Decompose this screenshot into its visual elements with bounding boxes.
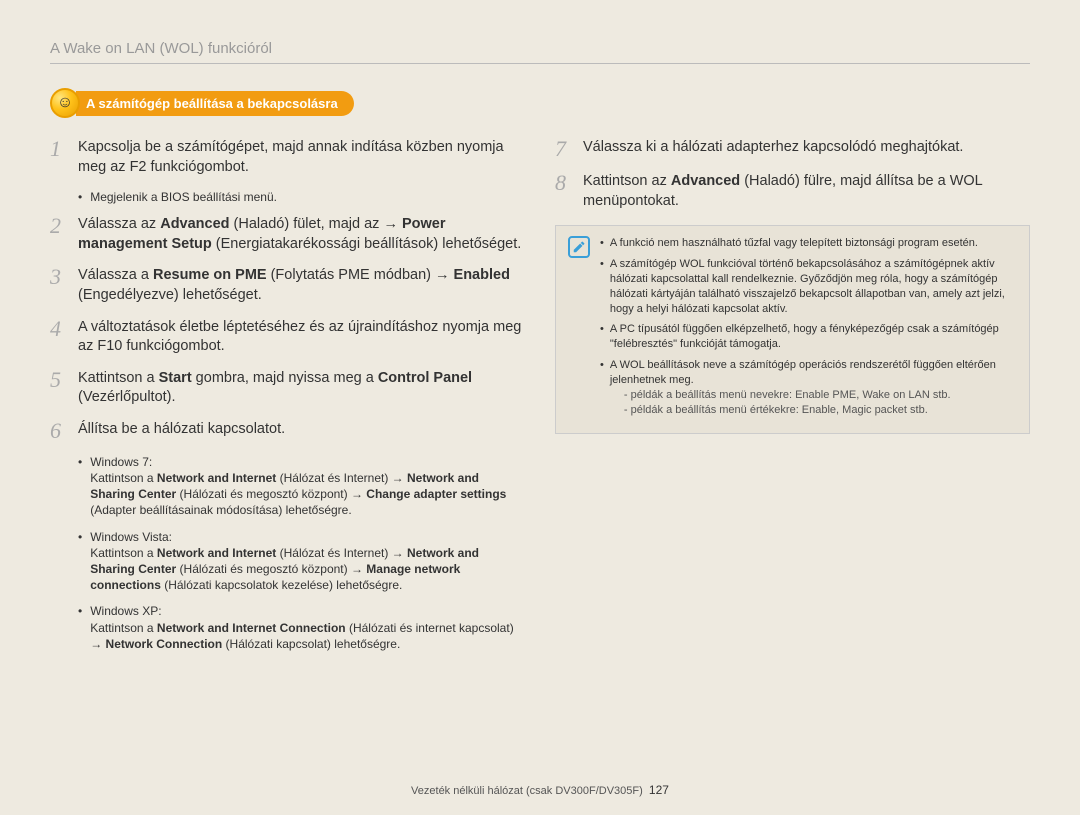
step-7: 7 Válassza ki a hálózati adapterhez kapc… — [555, 138, 1030, 160]
note-item: • A WOL beállítások neve a számítógép op… — [600, 358, 1017, 417]
sub-text: Megjelenik a BIOS beállítási menü. — [90, 189, 277, 205]
step-6-win7: • Windows 7: Kattintson a Network and In… — [78, 454, 525, 519]
note-subitem: - példák a beállítás menü nevekre: Enabl… — [624, 388, 1017, 403]
note-subitem: - példák a beállítás menü értékekre: Ena… — [624, 403, 1017, 418]
step-text: Állítsa be a hálózati kapcsolatot. — [78, 420, 525, 442]
note-icon — [568, 236, 590, 258]
right-column: 7 Válassza ki a hálózati adapterhez kapc… — [555, 138, 1030, 662]
step-text: Válassza a Resume on PME (Folytatás PME … — [78, 266, 525, 305]
sub-text: Windows XP: Kattintson a Network and Int… — [90, 603, 525, 652]
note-item: •A számítógép WOL funkcióval történő bek… — [600, 257, 1017, 316]
step-6-xp: • Windows XP: Kattintson a Network and I… — [78, 603, 525, 652]
sub-text: Windows Vista: Kattintson a Network and … — [90, 529, 525, 594]
bullet-icon: • — [78, 454, 82, 519]
bullet-icon: • — [78, 529, 82, 594]
step-text: Kattintson az Advanced (Haladó) fülre, m… — [583, 172, 1030, 211]
step-6-vista: • Windows Vista: Kattintson a Network an… — [78, 529, 525, 594]
step-number: 7 — [555, 138, 573, 160]
step-1-sub: • Megjelenik a BIOS beállítási menü. — [78, 189, 525, 205]
step-number: 6 — [50, 420, 68, 442]
bullet-icon: • — [78, 189, 82, 205]
step-8: 8 Kattintson az Advanced (Haladó) fülre,… — [555, 172, 1030, 211]
step-number: 1 — [50, 138, 68, 177]
step-number: 3 — [50, 266, 68, 305]
note-content: •A funkció nem használható tűzfal vagy t… — [600, 236, 1017, 423]
step-2: 2 Válassza az Advanced (Haladó) fület, m… — [50, 215, 525, 254]
footer-text: Vezeték nélküli hálózat (csak DV300F/DV3… — [411, 785, 643, 797]
note-box: •A funkció nem használható tűzfal vagy t… — [555, 225, 1030, 434]
step-text: Kattintson a Start gombra, majd nyissa m… — [78, 369, 525, 408]
badge-label: A számítógép beállítása a bekapcsolásra — [76, 91, 354, 116]
bullet-icon: • — [78, 603, 82, 652]
step-text: Válassza az Advanced (Haladó) fület, maj… — [78, 215, 525, 254]
page-title: A Wake on LAN (WOL) funkcióról — [50, 40, 272, 57]
step-number: 2 — [50, 215, 68, 254]
step-number: 5 — [50, 369, 68, 408]
left-column: 1 Kapcsolja be a számítógépet, majd anna… — [50, 138, 525, 662]
section-badge: ☺ A számítógép beállítása a bekapcsolásr… — [50, 88, 1030, 118]
page-number: 127 — [649, 783, 669, 797]
note-item: •A funkció nem használható tűzfal vagy t… — [600, 236, 1017, 251]
step-text: Válassza ki a hálózati adapterhez kapcso… — [583, 138, 1030, 160]
step-5: 5 Kattintson a Start gombra, majd nyissa… — [50, 369, 525, 408]
step-text: A változtatások életbe léptetéséhez és a… — [78, 318, 525, 357]
step-4: 4 A változtatások életbe léptetéséhez és… — [50, 318, 525, 357]
step-number: 8 — [555, 172, 573, 211]
content-columns: 1 Kapcsolja be a számítógépet, majd anna… — [50, 138, 1030, 662]
step-text: Kapcsolja be a számítógépet, majd annak … — [78, 138, 525, 177]
step-3: 3 Válassza a Resume on PME (Folytatás PM… — [50, 266, 525, 305]
page-footer: Vezeték nélküli hálózat (csak DV300F/DV3… — [0, 783, 1080, 797]
step-1: 1 Kapcsolja be a számítógépet, majd anna… — [50, 138, 525, 177]
step-6: 6 Állítsa be a hálózati kapcsolatot. — [50, 420, 525, 442]
step-number: 4 — [50, 318, 68, 357]
smiley-icon: ☺ — [50, 88, 80, 118]
page-header: A Wake on LAN (WOL) funkcióról — [50, 40, 1030, 64]
sub-text: Windows 7: Kattintson a Network and Inte… — [90, 454, 525, 519]
note-item: •A PC típusától függően elképzelhető, ho… — [600, 322, 1017, 352]
